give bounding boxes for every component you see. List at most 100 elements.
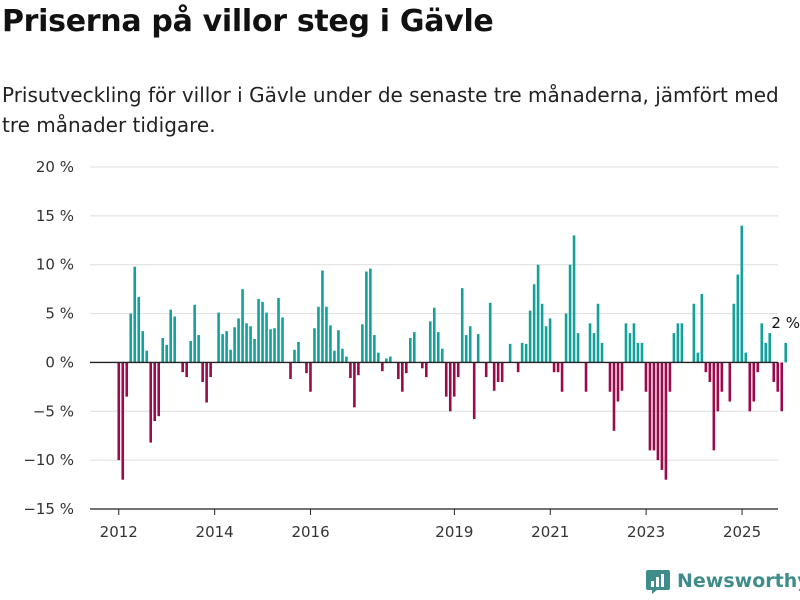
bar bbox=[440, 348, 444, 363]
x-tick-label: 2012 bbox=[100, 523, 138, 541]
bar bbox=[149, 362, 153, 443]
bar bbox=[756, 362, 760, 373]
bar bbox=[432, 307, 436, 363]
bar bbox=[776, 362, 780, 392]
bar bbox=[229, 349, 232, 363]
bar bbox=[125, 362, 129, 397]
bar bbox=[584, 362, 588, 392]
bar bbox=[253, 338, 256, 363]
bar bbox=[572, 235, 576, 363]
bar bbox=[500, 362, 504, 382]
bar bbox=[588, 323, 592, 363]
bar bbox=[644, 362, 648, 392]
bar bbox=[153, 362, 157, 422]
bar bbox=[728, 362, 732, 402]
bar bbox=[257, 298, 260, 363]
bar bbox=[293, 349, 296, 363]
bar bbox=[464, 335, 468, 363]
bar bbox=[660, 362, 664, 470]
bar bbox=[289, 362, 292, 380]
bar bbox=[768, 333, 772, 363]
bar bbox=[277, 297, 280, 363]
bar bbox=[377, 352, 380, 363]
bar bbox=[780, 362, 784, 412]
bar bbox=[145, 350, 149, 363]
bar bbox=[121, 362, 125, 480]
bar bbox=[405, 362, 408, 374]
bar bbox=[397, 362, 400, 380]
bar bbox=[664, 362, 668, 480]
bar bbox=[668, 362, 672, 392]
chart-subtitle: Prisutveckling för villor i Gävle under … bbox=[2, 83, 779, 137]
bar bbox=[337, 330, 340, 363]
y-tick-label: −5 % bbox=[33, 402, 74, 420]
bar bbox=[472, 362, 476, 420]
bar bbox=[620, 362, 624, 391]
bar bbox=[448, 362, 452, 412]
bar bbox=[325, 306, 328, 363]
bar bbox=[692, 303, 696, 363]
y-tick-label: −10 % bbox=[23, 451, 74, 469]
y-tick-label: 20 % bbox=[36, 158, 74, 176]
y-tick-label: 10 % bbox=[36, 256, 74, 274]
bar bbox=[560, 362, 564, 392]
bar bbox=[249, 326, 252, 363]
bar bbox=[261, 301, 264, 363]
bar bbox=[628, 333, 632, 363]
bar bbox=[193, 304, 196, 363]
bar bbox=[389, 356, 392, 363]
bar bbox=[317, 306, 320, 363]
bar bbox=[536, 264, 540, 363]
bar bbox=[117, 362, 121, 461]
bar bbox=[624, 323, 628, 363]
bar bbox=[201, 362, 204, 382]
bar bbox=[357, 362, 360, 376]
bar bbox=[640, 342, 644, 363]
bar bbox=[181, 362, 184, 373]
x-tick-label: 2019 bbox=[435, 523, 473, 541]
bars bbox=[117, 225, 788, 480]
bar bbox=[496, 362, 500, 382]
bar bbox=[205, 362, 208, 403]
bar bbox=[297, 341, 300, 363]
bar bbox=[540, 303, 544, 363]
bar bbox=[608, 362, 612, 392]
bar bbox=[708, 362, 712, 382]
bar bbox=[748, 362, 752, 412]
bar bbox=[696, 352, 700, 363]
x-tick-label: 2021 bbox=[531, 523, 569, 541]
bar bbox=[424, 362, 428, 378]
bar bbox=[596, 303, 600, 363]
bar bbox=[133, 266, 137, 363]
bar bbox=[564, 313, 568, 363]
bar bbox=[373, 335, 376, 363]
brand-logo: Newsworthy bbox=[645, 568, 800, 594]
bar bbox=[420, 362, 424, 369]
bar bbox=[632, 323, 636, 363]
bar bbox=[576, 333, 580, 363]
bar bbox=[744, 352, 748, 363]
bar bbox=[141, 331, 145, 363]
bar bbox=[237, 318, 240, 363]
bar bbox=[672, 333, 676, 363]
bar bbox=[468, 326, 472, 363]
bar bbox=[221, 334, 224, 363]
bar bbox=[760, 323, 764, 363]
bar bbox=[492, 362, 496, 391]
bar bbox=[488, 302, 492, 363]
bar bbox=[752, 362, 756, 402]
bar bbox=[209, 362, 212, 378]
y-tick-label: 0 % bbox=[45, 353, 74, 371]
bar bbox=[736, 274, 740, 363]
bar bbox=[321, 270, 324, 363]
bar bbox=[516, 362, 520, 373]
bar bbox=[616, 362, 620, 402]
bar bbox=[345, 356, 348, 363]
bar bbox=[772, 362, 776, 382]
bar bbox=[712, 362, 716, 451]
bar bbox=[169, 309, 172, 363]
bar bbox=[600, 342, 604, 363]
bar bbox=[245, 323, 248, 363]
chart-title: Priserna på villor steg i Gävle bbox=[2, 4, 494, 39]
bar bbox=[413, 332, 416, 363]
